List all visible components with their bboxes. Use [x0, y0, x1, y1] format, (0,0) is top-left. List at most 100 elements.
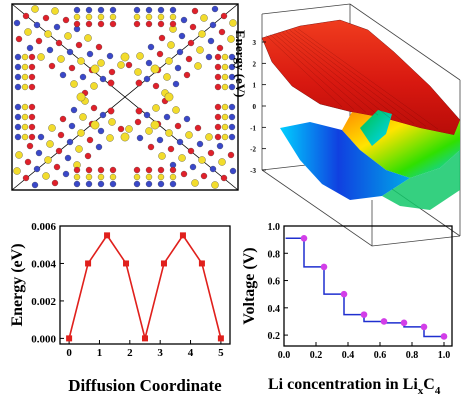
atom: [73, 166, 81, 174]
atom: [187, 147, 195, 155]
atom: [221, 123, 229, 131]
atom: [75, 41, 83, 49]
y-tick-label: 0.000: [31, 333, 56, 345]
atom: [180, 16, 188, 24]
atom: [76, 92, 86, 102]
plot-frame: [283, 225, 453, 347]
atom: [221, 63, 229, 71]
atom: [172, 80, 180, 88]
atom: [211, 181, 219, 189]
atom: [125, 125, 133, 133]
atom: [214, 133, 222, 141]
atom: [57, 131, 65, 139]
atom: [109, 20, 117, 28]
atom: [136, 134, 144, 142]
z-tick-label: -2: [250, 146, 256, 154]
atom: [95, 143, 103, 151]
mesh-line: [265, 35, 343, 107]
atom: [220, 174, 228, 182]
atom: [185, 55, 193, 63]
x-tick-label: 2: [127, 347, 133, 359]
atom: [64, 154, 72, 162]
atom: [33, 21, 41, 29]
atom: [90, 64, 100, 74]
surface-mesh: [265, 28, 439, 130]
atom: [228, 53, 236, 61]
atom: [145, 166, 153, 174]
atom: [136, 52, 144, 60]
atom: [194, 124, 202, 132]
voltage-point: [420, 323, 428, 331]
atom: [62, 16, 70, 24]
atom: [99, 75, 107, 83]
atom: [73, 173, 81, 181]
atom: [85, 166, 93, 174]
atom: [227, 151, 235, 159]
atom: [157, 180, 165, 188]
x-tick-label: 0.6: [374, 350, 387, 361]
atom: [135, 79, 143, 87]
atom: [218, 158, 226, 166]
atom: [86, 136, 94, 144]
atom: [31, 5, 39, 13]
atom: [228, 123, 236, 131]
atom: [165, 129, 173, 137]
energy-point: [217, 335, 224, 342]
mesh-line: [285, 31, 403, 121]
atom: [79, 113, 87, 121]
atom: [145, 20, 153, 28]
surface-valley: [280, 122, 410, 200]
atom: [133, 166, 141, 174]
atom: [158, 152, 166, 160]
atom: [200, 14, 208, 22]
x-axis-label-main: Li concentration in Li: [268, 376, 418, 393]
atom: [21, 53, 29, 61]
atom: [187, 39, 195, 47]
z-tick-label: 2: [253, 60, 257, 68]
atom: [163, 113, 171, 121]
atom: [214, 103, 222, 111]
atom: [198, 156, 206, 164]
atom: [85, 6, 93, 14]
atom: [95, 43, 103, 51]
atom: [157, 20, 165, 28]
atom: [77, 129, 85, 137]
atom: [59, 115, 67, 123]
atom: [207, 149, 215, 157]
atom: [24, 158, 32, 166]
atom: [66, 48, 74, 56]
atom: [194, 62, 202, 70]
atom: [21, 103, 29, 111]
energy-surface-plot: 3 2 1 0 -1 -2 -3 Energy (eV): [233, 3, 461, 247]
atom: [51, 7, 59, 15]
z-tick-label: -1: [250, 124, 256, 132]
atom: [147, 143, 155, 151]
atom: [28, 83, 36, 91]
atom: [227, 35, 235, 43]
z-tick-label: 1: [253, 82, 257, 90]
surface-front-edge: [382, 150, 460, 210]
atom: [165, 57, 173, 65]
atom: [228, 83, 236, 91]
atom: [169, 180, 177, 188]
atom: [68, 122, 76, 130]
energy-point: [123, 260, 130, 267]
energy-point: [179, 232, 186, 239]
voltage-profile-chart: 0.0 0.2 0.4 0.6 0.8 1.0 0.2 0.4 0.6 0.8 1.0 Voltage…: [241, 222, 453, 397]
atom: [28, 133, 36, 141]
atom: [14, 63, 22, 71]
y-axis-label: Voltage (V): [241, 247, 258, 324]
atom: [169, 173, 177, 181]
surface-box-front: [261, 169, 461, 247]
atom: [33, 165, 41, 173]
mesh-line: [281, 31, 391, 119]
atom: [167, 145, 175, 153]
atom: [22, 12, 30, 20]
atom: [196, 46, 204, 54]
atom: [134, 68, 142, 76]
atom: [21, 83, 29, 91]
voltage-point: [360, 311, 368, 318]
atom: [152, 82, 160, 90]
atom: [228, 63, 236, 71]
atom: [174, 64, 182, 72]
